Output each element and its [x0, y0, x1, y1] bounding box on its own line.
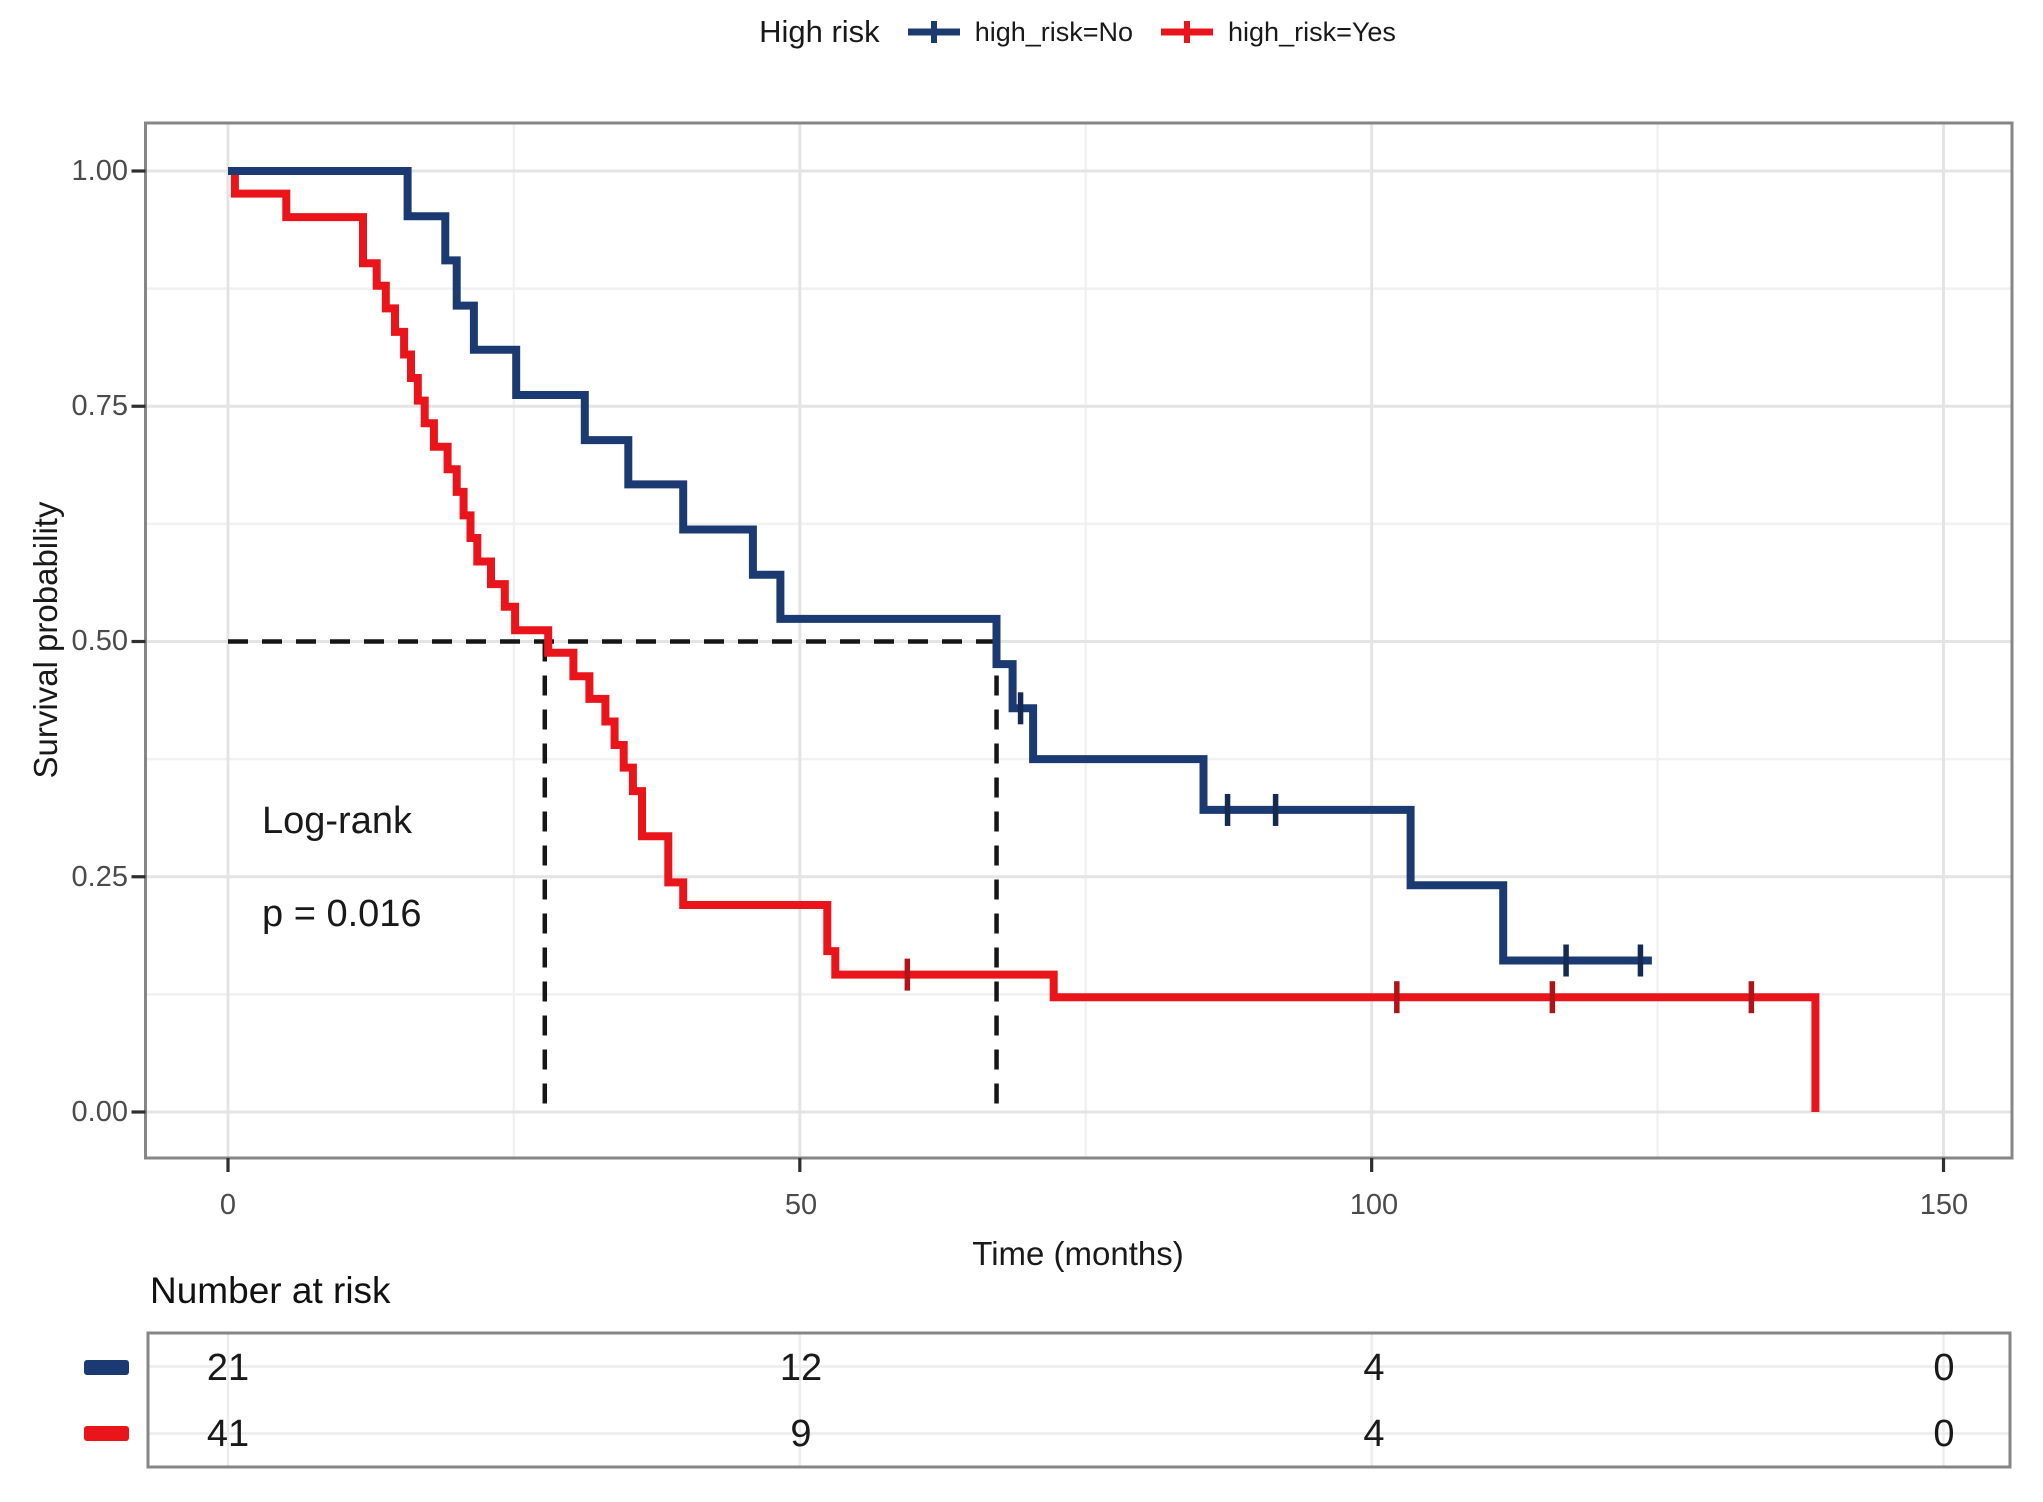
- x-tick-label: 100: [1349, 1189, 1399, 1221]
- risk-row-key-red: [84, 1426, 129, 1441]
- legend-label-yes: high_risk=Yes: [1228, 16, 1396, 47]
- risk-count: 4: [1363, 1347, 1385, 1389]
- risk-row-key-blue: [84, 1360, 129, 1375]
- legend-label-no: high_risk=No: [974, 16, 1134, 47]
- risk-count: 21: [206, 1347, 250, 1389]
- risk-count: 41: [206, 1413, 250, 1455]
- risk-count: 9: [790, 1413, 812, 1455]
- risk-count: 0: [1933, 1413, 1955, 1455]
- y-tick-label: 0.50: [71, 625, 128, 657]
- y-tick-label: 0.75: [71, 390, 128, 422]
- x-axis-title: Time (months): [972, 1235, 1184, 1272]
- x-tick-label: 0: [219, 1189, 237, 1221]
- y-axis-title: Survival probability: [27, 501, 64, 779]
- risk-count: 0: [1933, 1347, 1955, 1389]
- risk-table-border: [146, 1331, 2012, 1469]
- y-tick-label: 1.00: [71, 155, 128, 187]
- y-tick-label: 0.25: [71, 861, 128, 893]
- risk-count: 4: [1363, 1413, 1385, 1455]
- km-curve-high_risk=No: [228, 167, 1652, 965]
- risk-table-bg: [148, 1333, 2010, 1467]
- risk-count: 12: [779, 1347, 823, 1389]
- risk-table-header: Number at risk: [150, 1270, 391, 1311]
- legend-item-no: high_risk=No: [906, 17, 1133, 48]
- legend: High risk high_risk=No high_risk=Yes: [0, 14, 2043, 50]
- legend-title: High risk: [759, 14, 880, 49]
- x-tick-label: 50: [784, 1189, 818, 1221]
- km-curve-high_risk=Yes: [228, 167, 1820, 1112]
- legend-item-yes: high_risk=Yes: [1159, 17, 1396, 48]
- plus-line-red-icon: [1161, 21, 1214, 43]
- plus-line-blue-icon: [907, 21, 960, 43]
- y-tick-label: 0.00: [71, 1096, 128, 1128]
- x-tick-label: 150: [1919, 1189, 1969, 1221]
- annotation-logrank: Log-rank: [262, 800, 412, 842]
- annotation-pvalue: p = 0.016: [262, 893, 422, 935]
